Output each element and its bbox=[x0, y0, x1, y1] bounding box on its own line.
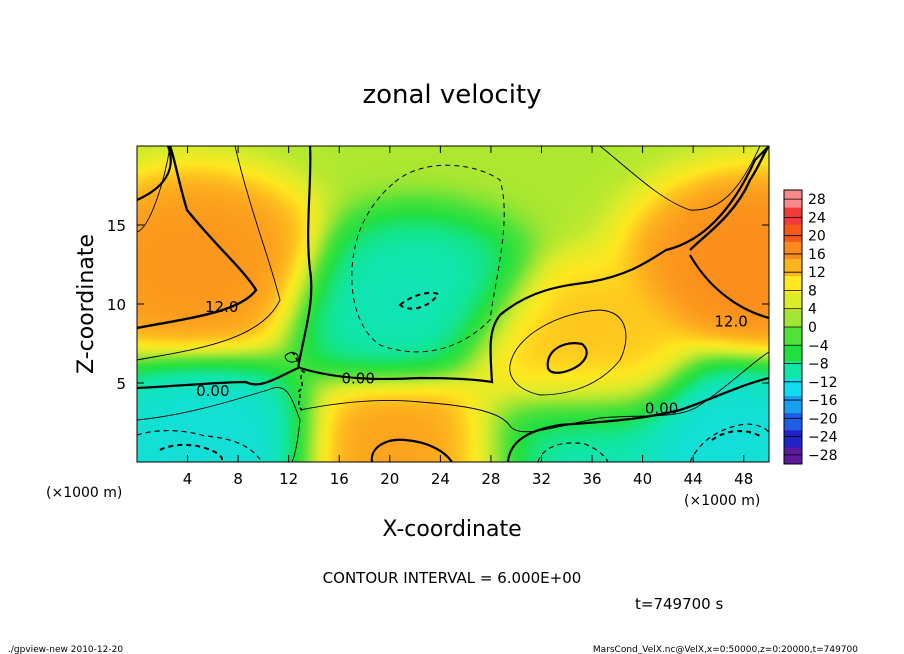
colorbar-label: −20 bbox=[808, 411, 838, 427]
footer-right: MarsCond_VelX.nc@VelX,x=0:50000,z=0:2000… bbox=[593, 645, 858, 654]
x-tick-label: 32 bbox=[532, 470, 551, 488]
colorbar-segment bbox=[784, 275, 802, 294]
contour-label: 12.0 bbox=[714, 312, 747, 330]
contour-label: 12.0 bbox=[205, 298, 238, 316]
colorbar-label: 28 bbox=[808, 192, 826, 208]
x-unit-label: (×1000 m) bbox=[684, 493, 760, 509]
contour-label: 0.00 bbox=[341, 369, 374, 387]
contour-line bbox=[398, 291, 440, 310]
contour-labels: 12.0 12.0 0.00 0.00 0.00 bbox=[196, 298, 748, 417]
colorbar-label: −8 bbox=[808, 357, 829, 373]
contour-line bbox=[159, 444, 224, 462]
x-tick-label: 16 bbox=[330, 470, 349, 488]
colorbar-label: −24 bbox=[808, 430, 838, 446]
colorbar-label: 4 bbox=[808, 302, 817, 318]
contour-line bbox=[284, 352, 299, 363]
colorbar-segment bbox=[784, 361, 802, 379]
contour-line bbox=[137, 146, 281, 361]
contour-interval-note: CONTOUR INTERVAL = 6.000E+00 bbox=[323, 569, 582, 587]
chart-title: zonal velocity bbox=[362, 80, 541, 110]
colorbar-segment bbox=[784, 378, 802, 396]
contour-line bbox=[137, 386, 301, 462]
colorbar-label: 16 bbox=[808, 247, 826, 263]
colorbar-label: −4 bbox=[808, 338, 829, 354]
y-unit-label: (×1000 m) bbox=[46, 485, 122, 501]
plot-area: 12.012.00.000.000.00 4 8 12 16 20 24 28 32 36 40 4… bbox=[107, 145, 770, 488]
colorbar-label: 24 bbox=[808, 210, 826, 226]
contour-line bbox=[537, 442, 609, 462]
colorbar-label: 20 bbox=[808, 229, 826, 245]
footer-left: ./gpview-new 2010-12-20 bbox=[8, 645, 123, 654]
heatmap bbox=[137, 146, 769, 462]
colorbar-segment bbox=[784, 224, 802, 242]
colorbar-segment bbox=[784, 395, 802, 414]
colorbar-segment bbox=[784, 446, 802, 465]
x-tick-label: 36 bbox=[582, 470, 601, 488]
x-tick-label: 12 bbox=[279, 470, 298, 488]
contour-line bbox=[370, 438, 453, 462]
contour-line bbox=[599, 146, 761, 211]
colorbar-label: 8 bbox=[808, 283, 817, 299]
contour-line bbox=[137, 146, 258, 330]
y-tick-label: 5 bbox=[116, 375, 126, 393]
contour-line bbox=[689, 146, 769, 251]
contour-line bbox=[509, 309, 627, 396]
contour-lines bbox=[137, 146, 769, 462]
y-axis: 5 10 15 bbox=[107, 217, 769, 393]
contour-line bbox=[137, 429, 263, 462]
x-tick-label: 24 bbox=[431, 470, 450, 488]
colorbar-segment bbox=[784, 412, 802, 431]
x-tick-label: 4 bbox=[183, 470, 193, 488]
contour-line bbox=[137, 146, 313, 390]
y-axis-label: Z-coordinate bbox=[74, 234, 99, 374]
x-tick-label: 44 bbox=[684, 470, 703, 488]
y-tick-label: 15 bbox=[107, 217, 126, 235]
colorbar-label: −28 bbox=[808, 448, 838, 464]
x-tick-label: 20 bbox=[380, 470, 399, 488]
colorbar-segment bbox=[784, 309, 802, 328]
colorbar-segment bbox=[784, 344, 802, 362]
x-tick-label: 48 bbox=[734, 470, 753, 488]
x-axis: 4 8 12 16 20 24 28 32 36 40 44 48 bbox=[183, 146, 753, 488]
colorbar-segment bbox=[784, 327, 802, 345]
contour-label: 0.00 bbox=[645, 399, 678, 417]
contour-line bbox=[689, 254, 769, 320]
x-tick-label: 28 bbox=[481, 470, 500, 488]
colorbar-label: −16 bbox=[808, 393, 838, 409]
x-axis-label: X-coordinate bbox=[382, 517, 521, 542]
contour-line bbox=[546, 342, 588, 374]
x-tick-label: 8 bbox=[233, 470, 243, 488]
colorbar-label: −12 bbox=[808, 375, 838, 391]
colorbar-segment bbox=[784, 258, 802, 277]
contour-line bbox=[506, 376, 769, 462]
contour-line bbox=[711, 430, 761, 441]
colorbar: 28 24 20 16 12 8 4 0 −4 −8 −12 −16 −20 −24 −28 bbox=[783, 189, 838, 465]
contour-line bbox=[299, 146, 769, 384]
contour-label: 0.00 bbox=[196, 382, 229, 400]
colorbar-segment bbox=[784, 292, 802, 311]
contour-line bbox=[351, 164, 505, 353]
colorbar-label: 0 bbox=[808, 320, 817, 336]
contour-line bbox=[137, 146, 171, 233]
colorbar-label: 12 bbox=[808, 265, 826, 281]
colorbar-segment bbox=[784, 241, 802, 259]
x-tick-label: 40 bbox=[633, 470, 652, 488]
colorbar-segment bbox=[784, 429, 802, 448]
colorbar-segment bbox=[784, 207, 802, 225]
contour-line bbox=[689, 423, 769, 462]
time-label: t=749700 s bbox=[635, 595, 723, 613]
y-tick-label: 10 bbox=[107, 296, 126, 314]
